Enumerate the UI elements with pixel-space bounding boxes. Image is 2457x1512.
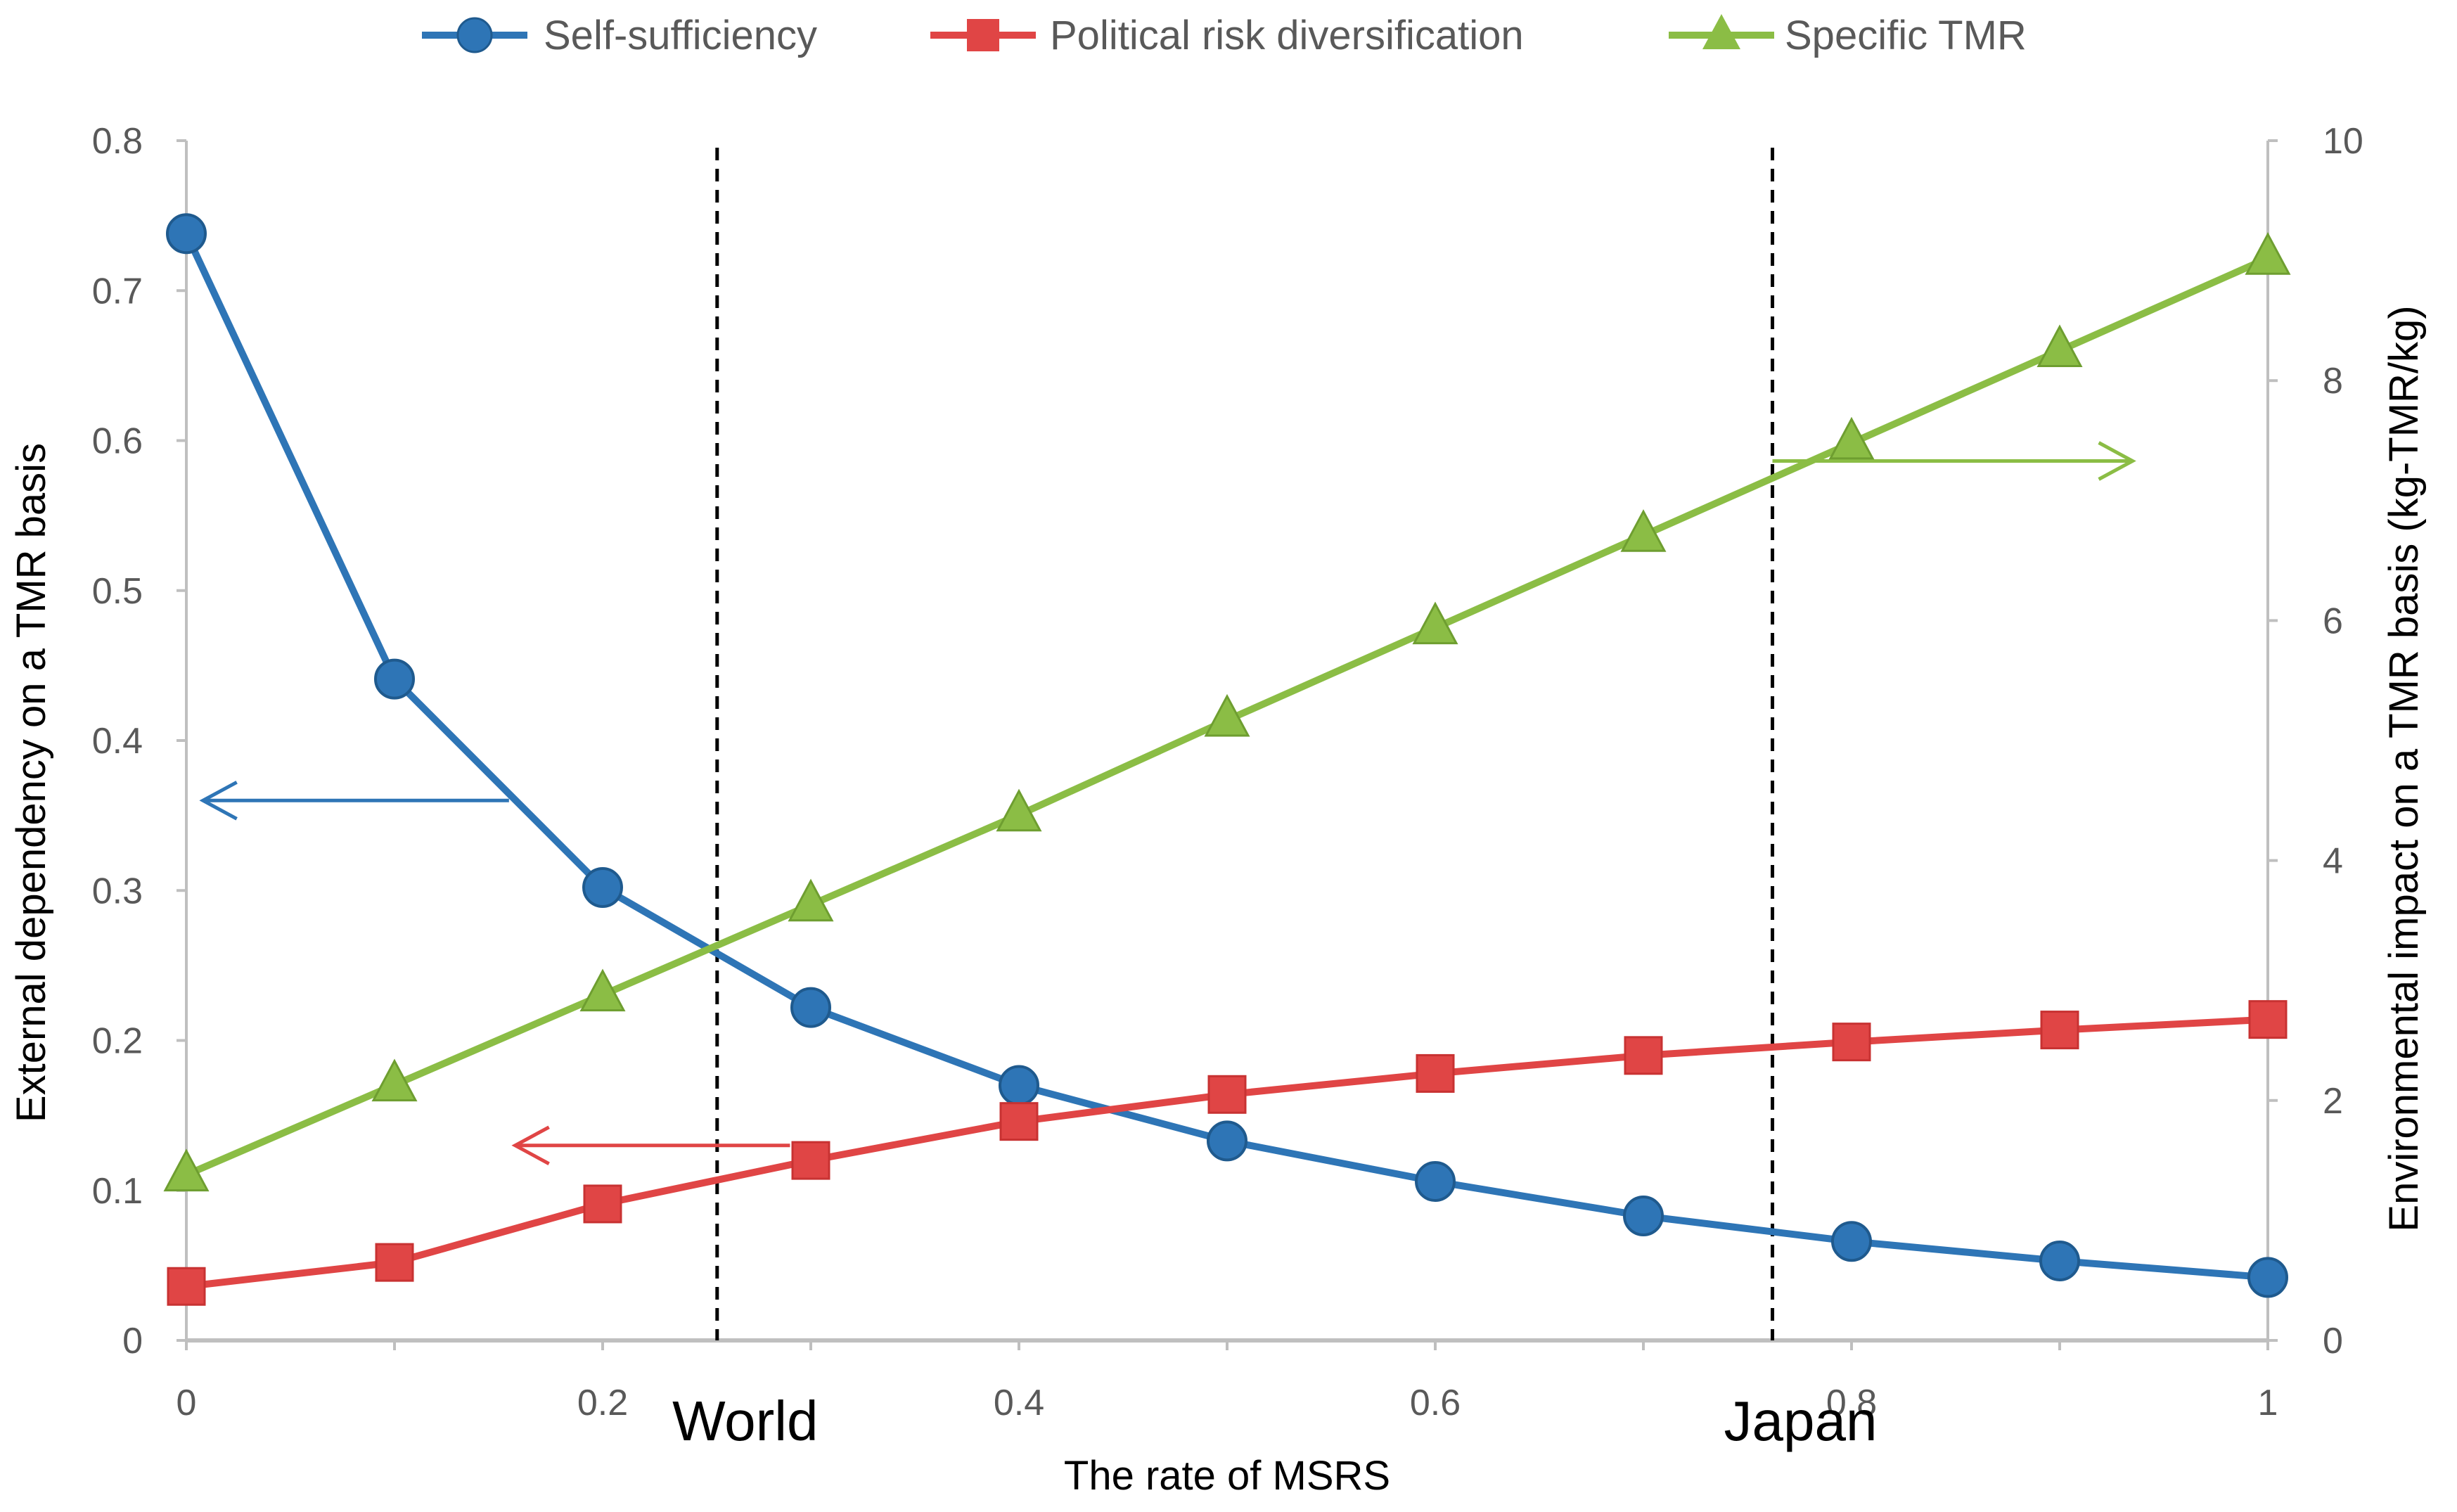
reference-lines: World Japan (672, 148, 1878, 1452)
data-point (1204, 693, 1250, 737)
y-left-tick-label: 0.5 (92, 571, 143, 612)
x-tick-label: 0.2 (577, 1383, 628, 1423)
data-point (1412, 601, 1458, 645)
arrow-head (199, 781, 238, 821)
legend-item: Self-sufficiency (422, 13, 817, 58)
data-point (1831, 1221, 1872, 1262)
y-left-tick-label: 0.4 (92, 721, 143, 762)
annotation-arrow (199, 781, 509, 821)
legend: Self-sufficiency Political risk diversifi… (422, 13, 2027, 58)
data-point (163, 1148, 210, 1192)
x-tick-label: 0.6 (1410, 1383, 1461, 1423)
data-point (788, 878, 834, 922)
data-point (2040, 1011, 2079, 1050)
data-point (1624, 1036, 1663, 1075)
data-point (999, 1065, 1039, 1106)
y-right-tick-label: 4 (2323, 841, 2343, 882)
y-right-tick-label: 8 (2323, 361, 2343, 402)
data-point (2039, 1240, 2080, 1281)
annotation-arrow (1772, 441, 2136, 481)
x-tick-label: 1 (2258, 1383, 2278, 1423)
data-point (2247, 1257, 2288, 1298)
data-point (790, 987, 831, 1028)
y-right-tick-label: 10 (2323, 121, 2363, 162)
data-point (579, 968, 626, 1012)
data-point (582, 866, 623, 908)
y-left-tick-label: 0.6 (92, 421, 143, 462)
data-point (1415, 1160, 1456, 1202)
data-point (583, 1184, 622, 1224)
legend-item: Specific TMR (1669, 13, 2027, 58)
data-point (1207, 1120, 1247, 1162)
y-left-tick-label: 0.8 (92, 121, 143, 162)
data-point (996, 788, 1042, 832)
y-left-tick-label: 0.2 (92, 1021, 143, 1062)
arrow-head (511, 1125, 550, 1165)
data-point (1623, 1196, 1664, 1237)
y-left-tick-label: 0.3 (92, 871, 143, 911)
annotation-arrows (199, 441, 2136, 1165)
legend-label: Political risk diversification (1050, 13, 1524, 58)
x-tick-label: 0.4 (994, 1383, 1044, 1423)
y-right-tick-label: 0 (2323, 1321, 2343, 1362)
legend-marker (967, 19, 999, 51)
x-axis-title: The rate of MSRS (1064, 1453, 1390, 1499)
x-tick-label: 0 (177, 1383, 197, 1423)
data-point (999, 1102, 1039, 1141)
annotation-arrow (511, 1125, 790, 1165)
arrow-head (2098, 441, 2136, 481)
y-right-tick-label: 6 (2323, 601, 2343, 641)
legend-marker (456, 17, 493, 53)
data-point (375, 1243, 414, 1282)
x-tick-label: 0.8 (1826, 1383, 1877, 1423)
series-group (163, 213, 2291, 1306)
legend-marker (1702, 14, 1740, 49)
data-point (166, 213, 207, 255)
data-point (1832, 1023, 1871, 1062)
y-axis-left-title: External dependency on a TMR basis (8, 443, 54, 1122)
y-left-tick-label: 0 (122, 1321, 143, 1362)
y-right-tick-label: 2 (2323, 1081, 2343, 1122)
y-axis-right-title: Environmental impact on a TMR basis (kg-… (2381, 305, 2427, 1231)
y-left-tick-label: 0.7 (92, 271, 143, 312)
reference-line-label: Japan (1724, 1390, 1878, 1452)
data-point (374, 658, 415, 700)
data-point (2245, 232, 2291, 275)
data-point (371, 1058, 418, 1102)
legend-label: Self-sufficiency (544, 13, 817, 58)
data-point (1620, 509, 1667, 552)
data-point (2036, 324, 2083, 368)
data-point (791, 1141, 830, 1180)
data-point (1828, 416, 1875, 460)
data-point (1416, 1053, 1455, 1093)
data-point (167, 1267, 206, 1306)
data-point (2248, 1000, 2288, 1039)
legend-item: Political risk diversification (930, 13, 1524, 58)
reference-line-label: World (672, 1390, 818, 1452)
data-point (1207, 1075, 1247, 1114)
legend-label: Specific TMR (1785, 13, 2027, 58)
y-left-tick-label: 0.1 (92, 1171, 143, 1212)
axes: 0 0.1 0.2 0.3 0.4 0.5 0.6 0.7 0.8 0 2 4 6 8 10 0 0.2 0.4 0… (92, 121, 2363, 1423)
